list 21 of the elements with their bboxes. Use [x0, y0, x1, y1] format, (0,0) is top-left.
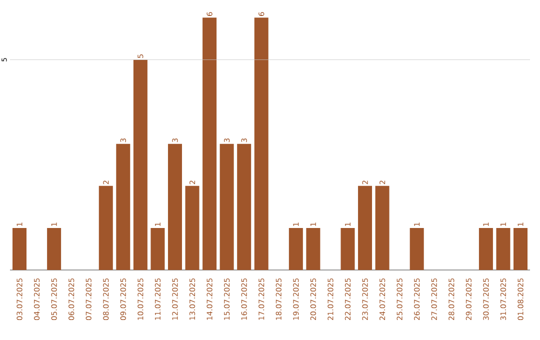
bar [150, 228, 165, 270]
bar [340, 228, 355, 270]
bar [202, 18, 217, 270]
bar [133, 60, 148, 270]
bar [168, 144, 182, 270]
bar [220, 144, 234, 270]
bar [185, 186, 200, 270]
bar [514, 228, 528, 270]
bar [47, 228, 62, 270]
bar [116, 144, 130, 270]
bar [12, 228, 26, 270]
bar [306, 228, 320, 270]
bar [98, 186, 113, 270]
bar [237, 144, 252, 270]
bar [496, 228, 510, 270]
bar [254, 18, 268, 270]
bar [410, 228, 424, 270]
bar [358, 186, 372, 270]
bar [288, 228, 303, 270]
bar [375, 186, 390, 270]
bar [478, 228, 493, 270]
